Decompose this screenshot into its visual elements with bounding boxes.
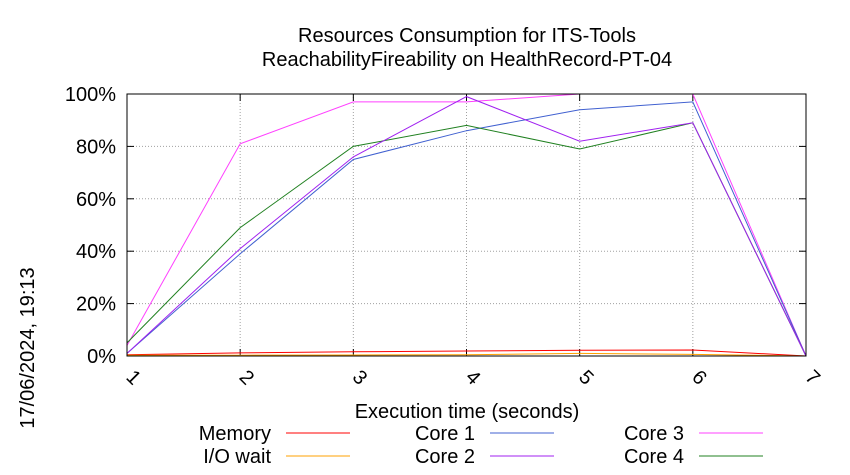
y-tick-label: 80% <box>76 136 116 158</box>
chart-title: Resources Consumption for ITS-Tools <box>298 25 636 47</box>
x-tick-label: 2 <box>235 366 258 389</box>
legend-label-core-4: Core 4 <box>624 446 684 468</box>
x-tick-label: 1 <box>122 366 145 389</box>
y-tick-label: 60% <box>76 189 116 211</box>
x-tick-label: 5 <box>574 366 597 389</box>
y-tick-label: 40% <box>76 241 116 263</box>
legend-label-core-1: Core 1 <box>415 423 475 445</box>
x-tick-label: 4 <box>461 366 484 389</box>
series-line-core-1 <box>126 101 807 357</box>
legend-label-memory: Memory <box>199 423 271 445</box>
legend-label-core-3: Core 3 <box>624 423 684 445</box>
series-lines <box>126 93 807 357</box>
y-axis-ticks: 0% 20% 40% 60% 80% 100% <box>65 84 806 368</box>
x-axis-label: Execution time (seconds) <box>355 401 580 423</box>
y-tick-label: 20% <box>76 294 116 316</box>
x-tick-label: 6 <box>687 366 710 389</box>
timestamp-label: 17/06/2024, 19:13 <box>17 267 39 428</box>
x-tick-label: 3 <box>348 366 371 389</box>
legend-label-i-o-wait: I/O wait <box>203 446 271 468</box>
y-tick-label: 100% <box>65 84 116 106</box>
series-line-memory <box>126 349 807 357</box>
y-tick-label: 0% <box>87 346 116 368</box>
chart-subtitle: ReachabilityFireability on HealthRecord-… <box>262 49 672 71</box>
legend-label-core-2: Core 2 <box>415 446 475 468</box>
plot-frame <box>126 93 807 357</box>
x-tick-label: 7 <box>801 366 824 389</box>
series-line-core-2 <box>126 96 807 357</box>
series-line-i-o-wait <box>127 352 807 357</box>
grid <box>127 94 806 356</box>
